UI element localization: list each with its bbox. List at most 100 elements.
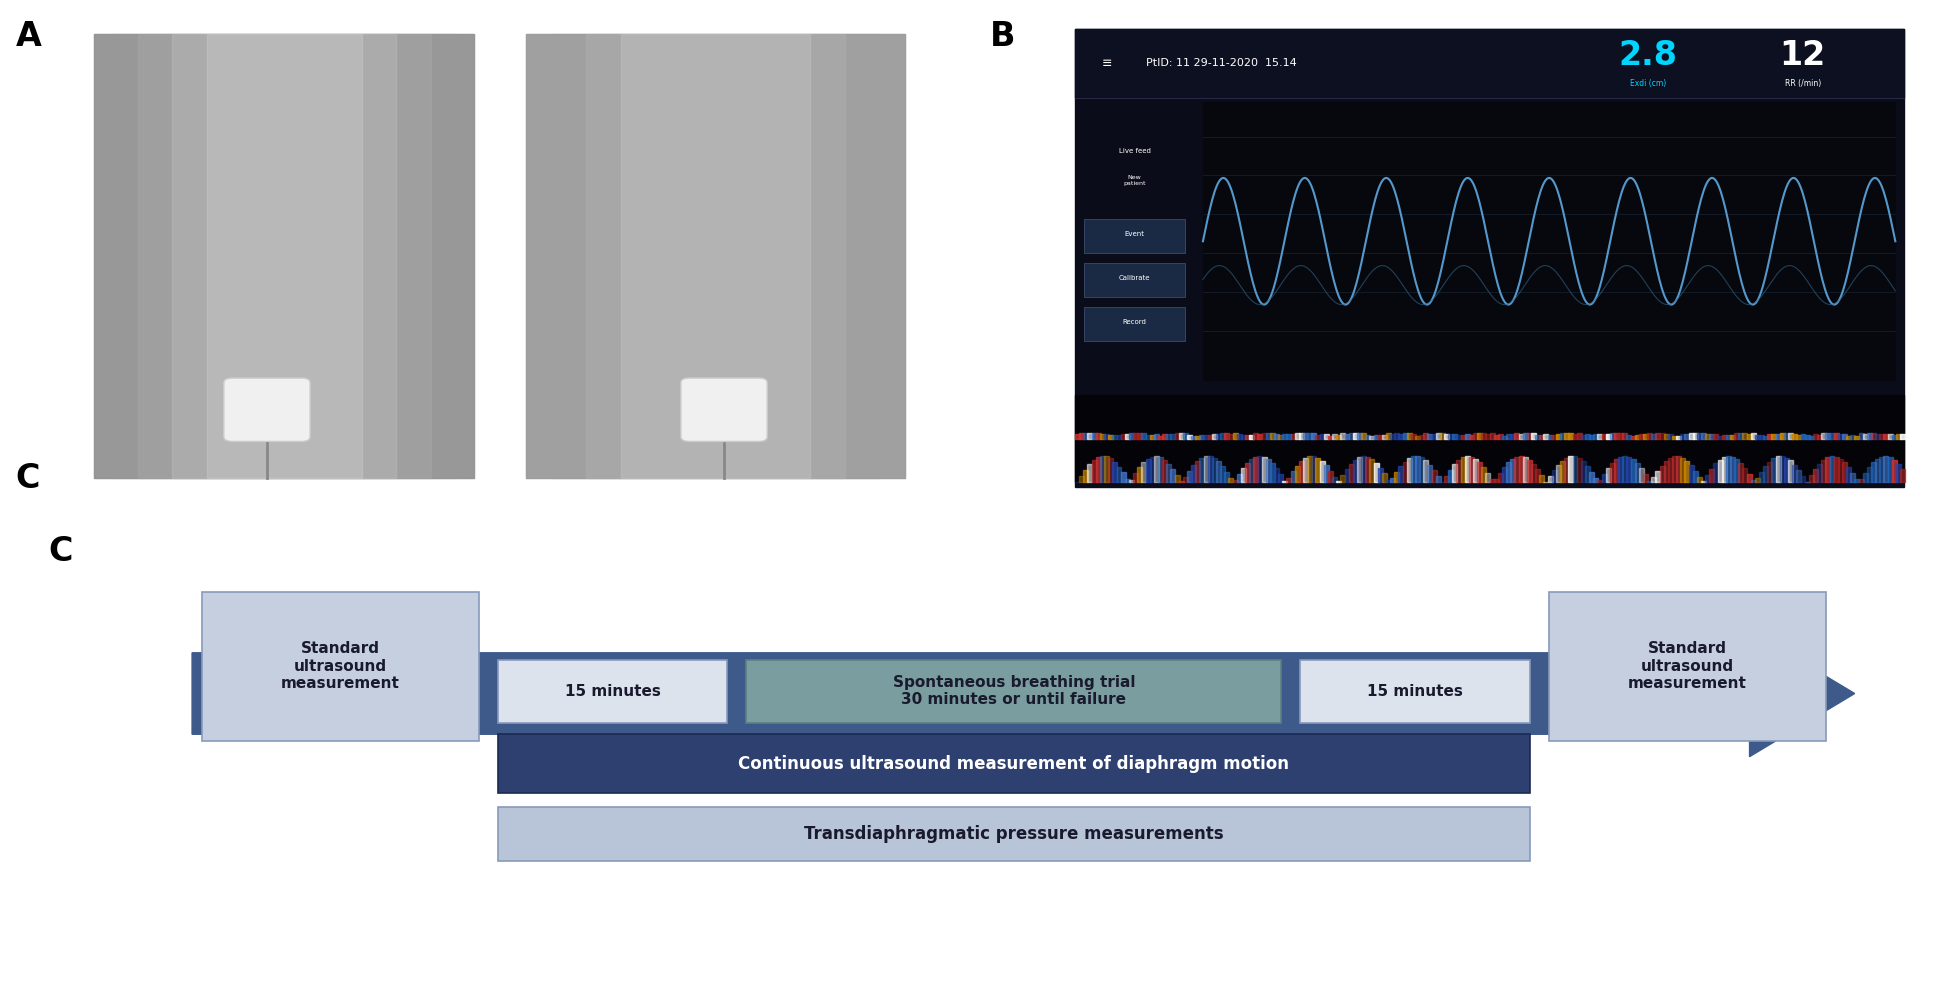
Bar [1735,433,1739,439]
Bar [1768,461,1772,482]
Bar [1237,434,1243,439]
Bar [1474,433,1478,439]
Bar [1315,458,1321,482]
Bar [1441,434,1445,439]
Bar [1113,435,1117,439]
Bar [621,34,809,477]
Bar [1215,434,1221,439]
Bar [1137,467,1143,482]
Bar [1366,435,1370,439]
Bar [1290,471,1296,482]
Bar [1727,456,1731,482]
Bar [1876,459,1880,482]
Bar [1746,434,1752,439]
Bar [1656,471,1660,482]
Bar [1527,433,1533,439]
Bar [1739,462,1742,482]
Bar [1680,434,1686,439]
Bar [1207,457,1213,482]
FancyBboxPatch shape [680,378,766,442]
Bar [1145,435,1151,439]
Bar [1084,433,1088,439]
Bar [1809,475,1813,482]
Bar [1531,433,1537,439]
Bar [1423,461,1429,482]
Bar [94,34,474,477]
Bar [1270,433,1274,439]
Bar [1084,469,1088,482]
Bar [1382,473,1388,482]
Bar [1203,457,1209,482]
Bar [1100,435,1105,439]
FancyBboxPatch shape [1084,219,1186,254]
Bar [1237,474,1243,482]
Bar [1887,458,1893,482]
Bar [1519,434,1523,439]
Bar [1642,474,1648,482]
Bar [1568,433,1574,439]
Bar [1403,461,1407,482]
Bar [1497,434,1503,439]
Bar [1415,457,1419,482]
Bar [586,34,845,477]
FancyBboxPatch shape [1084,307,1186,341]
Bar [1552,470,1556,482]
Bar [1125,478,1129,482]
Bar [1627,435,1631,439]
Bar [1572,434,1578,439]
Bar [1323,465,1329,482]
Text: 15 minutes: 15 minutes [1368,684,1462,699]
Bar [1360,456,1366,482]
Bar [1721,435,1727,439]
Bar [1731,435,1735,439]
Bar [1333,477,1337,482]
Text: ≡: ≡ [1102,57,1111,70]
Bar [1825,458,1831,482]
Bar [1474,459,1478,482]
Bar [1370,459,1374,482]
Bar [1535,435,1541,439]
Bar [1899,469,1905,482]
Bar [1539,435,1544,439]
Bar [1341,433,1345,439]
FancyBboxPatch shape [498,659,727,723]
Bar [1601,473,1607,482]
Bar [1207,435,1213,439]
Bar [1776,457,1780,482]
Bar [1141,433,1147,439]
Bar [1415,436,1419,439]
Bar [1639,434,1644,439]
Bar [1121,434,1125,439]
Text: A: A [16,20,41,53]
Bar [1850,472,1856,482]
Bar [1490,479,1495,482]
Bar [1672,457,1678,482]
Bar [1107,435,1113,439]
Bar [1768,434,1772,439]
Text: C: C [49,535,73,568]
Bar [1486,434,1490,439]
Bar [1646,481,1652,482]
Bar [1229,478,1233,482]
Bar [525,34,906,477]
Bar [1397,434,1403,439]
Bar [1196,461,1200,482]
Bar [1315,435,1321,439]
Bar [1613,433,1619,439]
Bar [1505,462,1511,482]
Bar [1887,434,1893,439]
Bar [1423,433,1429,439]
Bar [1445,434,1448,439]
Text: B: B [990,20,1015,53]
Bar [1519,456,1523,482]
Text: Spontaneous breathing trial
30 minutes or until failure: Spontaneous breathing trial 30 minutes o… [892,675,1135,707]
Bar [1713,434,1719,439]
Bar [525,34,906,477]
Bar [1245,463,1250,482]
Bar [1431,434,1437,439]
Bar [1296,433,1299,439]
Bar [1258,456,1262,482]
Bar [1386,480,1392,482]
Bar [1556,464,1560,482]
Bar [1437,433,1441,439]
